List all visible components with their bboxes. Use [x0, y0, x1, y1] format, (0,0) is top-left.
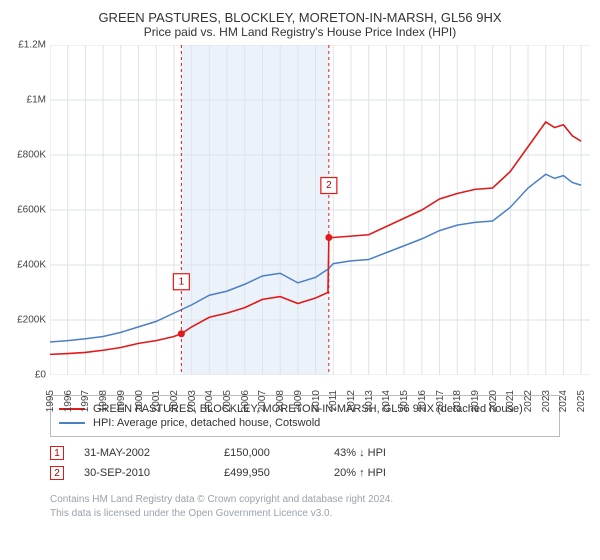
- x-axis-label: 2025: [576, 390, 587, 412]
- transaction-delta: 43% ↓ HPI: [334, 447, 454, 459]
- transaction-date: 30-SEP-2010: [84, 467, 224, 479]
- chart-area: 12 £0£200K£400K£600K£800K£1M£1.2M1995199…: [50, 45, 600, 385]
- x-axis-label: 2000: [134, 390, 145, 412]
- transaction-price: £150,000: [224, 447, 334, 459]
- legend-item: HPI: Average price, detached house, Cots…: [59, 416, 551, 430]
- x-axis-label: 2014: [381, 390, 392, 412]
- footnote: Contains HM Land Registry data © Crown c…: [50, 493, 590, 520]
- x-axis-label: 2004: [204, 390, 215, 412]
- x-axis-label: 2008: [275, 390, 286, 412]
- x-axis-label: 2002: [169, 390, 180, 412]
- x-axis-label: 1997: [80, 390, 91, 412]
- svg-text:1: 1: [179, 276, 185, 287]
- x-axis-label: 2019: [470, 390, 481, 412]
- x-axis-label: 2020: [488, 390, 499, 412]
- y-axis-label: £400K: [8, 260, 46, 271]
- x-axis-label: 2010: [311, 390, 322, 412]
- x-axis-label: 2022: [523, 390, 534, 412]
- x-axis-label: 2017: [435, 390, 446, 412]
- marker-badge: 2: [50, 466, 64, 480]
- y-axis-label: £1.2M: [8, 40, 46, 51]
- transaction-delta: 20% ↑ HPI: [334, 467, 454, 479]
- x-axis-label: 2001: [151, 390, 162, 412]
- marker-badge: 1: [50, 446, 64, 460]
- x-axis-label: 2007: [257, 390, 268, 412]
- chart-subtitle: Price paid vs. HM Land Registry's House …: [10, 25, 590, 39]
- y-axis-label: £1M: [8, 95, 46, 106]
- x-axis-label: 1998: [98, 390, 109, 412]
- transaction-date: 31-MAY-2002: [84, 447, 224, 459]
- y-axis-label: £800K: [8, 150, 46, 161]
- y-axis-label: £200K: [8, 315, 46, 326]
- x-axis-label: 2006: [240, 390, 251, 412]
- footnote-line: This data is licensed under the Open Gov…: [50, 507, 590, 521]
- x-axis-label: 2009: [293, 390, 304, 412]
- footnote-line: Contains HM Land Registry data © Crown c…: [50, 493, 590, 507]
- x-axis-label: 1996: [63, 390, 74, 412]
- x-axis-label: 2016: [417, 390, 428, 412]
- transactions-table: 1 31-MAY-2002 £150,000 43% ↓ HPI 2 30-SE…: [50, 443, 590, 483]
- svg-text:2: 2: [326, 180, 332, 191]
- table-row: 1 31-MAY-2002 £150,000 43% ↓ HPI: [50, 443, 590, 463]
- x-axis-label: 2012: [346, 390, 357, 412]
- x-axis-label: 2011: [328, 390, 339, 412]
- x-axis-label: 1995: [45, 390, 56, 412]
- x-axis-label: 2018: [452, 390, 463, 412]
- x-axis-label: 2024: [558, 390, 569, 412]
- x-axis-label: 2023: [541, 390, 552, 412]
- chart-title: GREEN PASTURES, BLOCKLEY, MORETON-IN-MAR…: [10, 10, 590, 25]
- chart-svg: 12: [50, 45, 590, 375]
- y-axis-label: £600K: [8, 205, 46, 216]
- x-axis-label: 2021: [505, 390, 516, 412]
- y-axis-label: £0: [8, 370, 46, 381]
- x-axis-label: 2015: [399, 390, 410, 412]
- legend-label: HPI: Average price, detached house, Cots…: [93, 417, 320, 429]
- transaction-price: £499,950: [224, 467, 334, 479]
- legend-swatch-blue: [59, 422, 85, 424]
- x-axis-label: 2005: [222, 390, 233, 412]
- x-axis-label: 2003: [187, 390, 198, 412]
- x-axis-label: 2013: [364, 390, 375, 412]
- table-row: 2 30-SEP-2010 £499,950 20% ↑ HPI: [50, 463, 590, 483]
- x-axis-label: 1999: [116, 390, 127, 412]
